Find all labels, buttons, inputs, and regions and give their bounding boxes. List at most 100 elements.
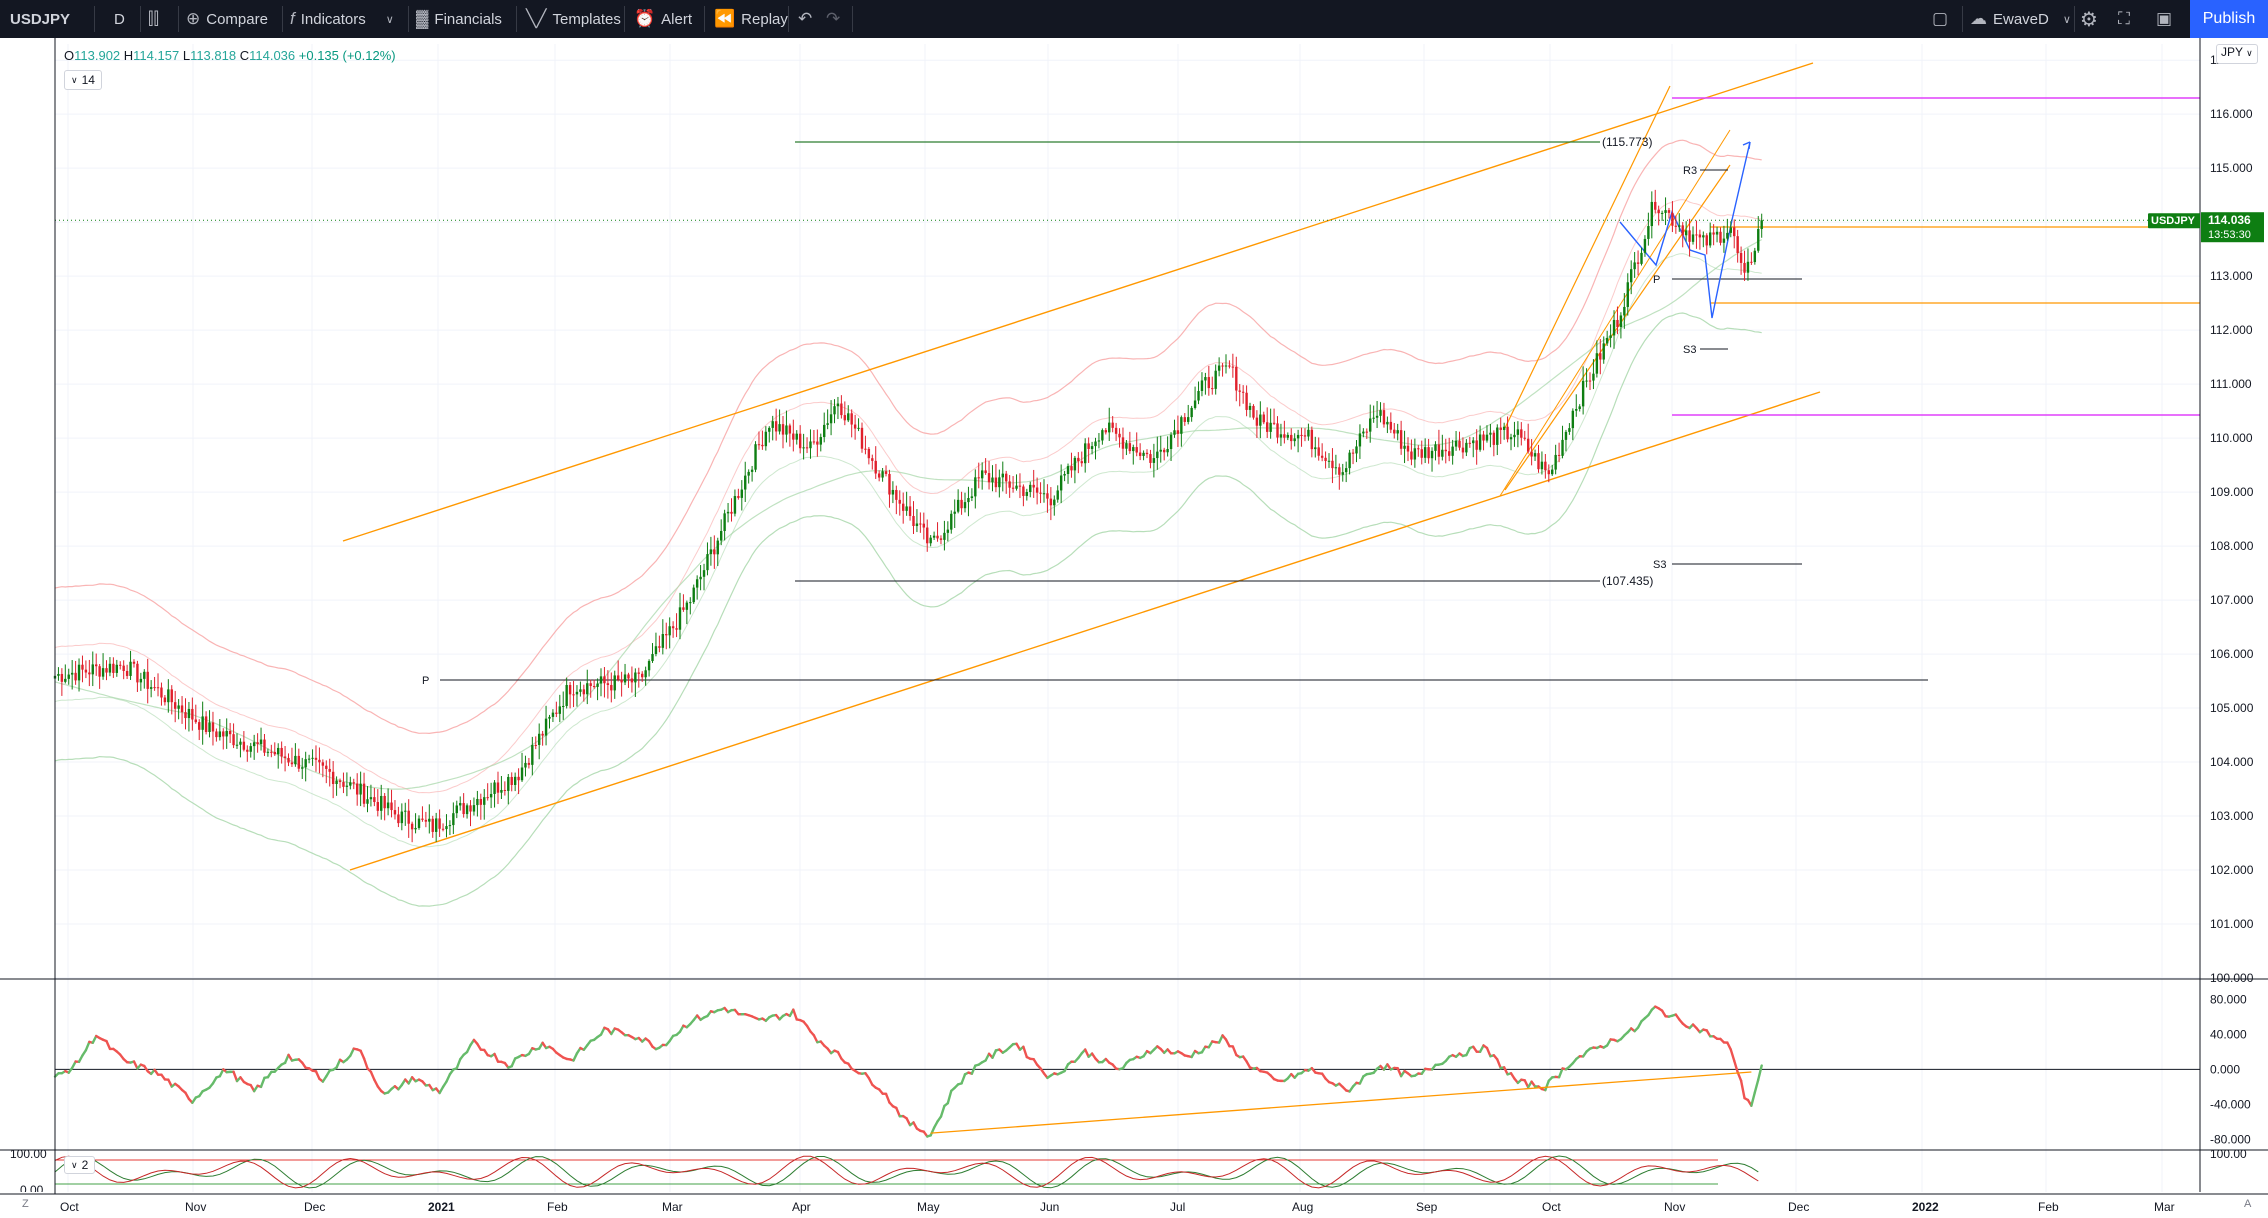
- candle-body[interactable]: [483, 797, 486, 805]
- price-axes[interactable]: 100.000 101.000 102.000 103.000 104.000 105.0…: [10, 38, 2268, 1198]
- level-high-label[interactable]: (115.773): [1602, 135, 1652, 149]
- candle-body[interactable]: [1255, 417, 1259, 426]
- candle-body[interactable]: [744, 475, 747, 490]
- candle-body[interactable]: [692, 587, 695, 603]
- candle-body[interactable]: [1605, 337, 1609, 344]
- candle-body[interactable]: [1551, 469, 1554, 475]
- candle-body[interactable]: [1248, 405, 1252, 410]
- candle-body[interactable]: [798, 433, 802, 449]
- candle-body[interactable]: [187, 708, 191, 719]
- candle-body[interactable]: [582, 689, 586, 695]
- candle-body[interactable]: [1423, 447, 1427, 458]
- price-tick-label[interactable]: 100.000: [2210, 971, 2254, 985]
- stochastic-tick-label[interactable]: 100.00: [2210, 1147, 2247, 1161]
- candle-body[interactable]: [1011, 487, 1015, 489]
- time-tick-label[interactable]: Sep: [1416, 1200, 1438, 1214]
- indicator-collapse-button-2[interactable]: ∨ 2: [64, 1156, 96, 1174]
- candle-body[interactable]: [860, 427, 864, 449]
- candle-body[interactable]: [572, 694, 575, 696]
- time-tick-label[interactable]: Mar: [662, 1200, 683, 1214]
- projection-path[interactable]: [1619, 141, 1751, 319]
- candle-body[interactable]: [101, 668, 105, 677]
- candle-body[interactable]: [733, 496, 737, 514]
- candle-body[interactable]: [826, 423, 829, 425]
- candle-body[interactable]: [70, 672, 74, 675]
- price-tick-label[interactable]: 110.000: [2210, 431, 2253, 445]
- candle-body[interactable]: [259, 739, 263, 745]
- candle-body[interactable]: [84, 669, 88, 673]
- candle-body[interactable]: [294, 755, 297, 765]
- candle-body[interactable]: [1087, 443, 1090, 449]
- candle-body[interactable]: [1561, 439, 1564, 456]
- oscillator-segment[interactable]: [946, 1089, 953, 1105]
- price-tick-label[interactable]: 107.000: [2210, 593, 2254, 607]
- candle-body[interactable]: [956, 499, 960, 512]
- candle-body[interactable]: [208, 722, 211, 733]
- candle-body[interactable]: [1372, 417, 1375, 419]
- candle-body[interactable]: [239, 741, 242, 745]
- candle-body[interactable]: [1448, 451, 1451, 456]
- candle-body[interactable]: [366, 799, 369, 804]
- candle-body[interactable]: [922, 523, 926, 528]
- candle-body[interactable]: [1609, 335, 1612, 338]
- candle-body[interactable]: [373, 797, 376, 803]
- candle-body[interactable]: [1592, 373, 1595, 381]
- candle-body[interactable]: [510, 776, 513, 785]
- candle-body[interactable]: [139, 678, 143, 683]
- price-tick-label[interactable]: 113.000: [2210, 269, 2253, 283]
- oscillator-segment[interactable]: [510, 1057, 517, 1068]
- candle-body[interactable]: [431, 818, 434, 832]
- candle-body[interactable]: [1369, 418, 1372, 432]
- candle-body[interactable]: [88, 672, 91, 675]
- candle-body[interactable]: [1753, 250, 1757, 263]
- oscillator-segment[interactable]: [1083, 1048, 1090, 1059]
- candle-body[interactable]: [1468, 442, 1472, 444]
- candle-body[interactable]: [1540, 461, 1544, 470]
- candle-body[interactable]: [280, 747, 283, 757]
- candle-body[interactable]: [434, 818, 438, 832]
- candle-body[interactable]: [912, 516, 915, 527]
- candle-body[interactable]: [1183, 417, 1186, 422]
- candle-body[interactable]: [929, 537, 932, 544]
- candle-body[interactable]: [486, 797, 489, 799]
- candle-body[interactable]: [719, 530, 723, 541]
- candle-body[interactable]: [843, 415, 847, 421]
- candle-body[interactable]: [788, 425, 792, 434]
- candle-body[interactable]: [1750, 261, 1753, 263]
- candle-body[interactable]: [936, 535, 939, 539]
- candle-body[interactable]: [380, 795, 383, 811]
- candle-body[interactable]: [829, 414, 833, 424]
- candle-body[interactable]: [1015, 485, 1018, 489]
- candle-body[interactable]: [1077, 457, 1080, 462]
- candle-body[interactable]: [1132, 447, 1135, 452]
- candle-body[interactable]: [1520, 429, 1523, 438]
- candle-body[interactable]: [1142, 452, 1145, 456]
- financials-button[interactable]: ▓ Financials: [416, 0, 502, 38]
- oscillator-segment[interactable]: [493, 1052, 500, 1063]
- oscillator-segment[interactable]: [218, 1068, 225, 1078]
- price-tick-label[interactable]: 105.000: [2210, 701, 2254, 715]
- candle-body[interactable]: [603, 676, 606, 684]
- candle-body[interactable]: [1162, 449, 1166, 453]
- candle-body[interactable]: [228, 730, 232, 735]
- candle-body[interactable]: [1358, 433, 1362, 447]
- candle-body[interactable]: [1389, 421, 1393, 430]
- candle-body[interactable]: [1499, 427, 1502, 430]
- candle-body[interactable]: [1025, 492, 1029, 496]
- candle-body[interactable]: [194, 719, 197, 723]
- time-tick-label[interactable]: Feb: [2038, 1200, 2059, 1214]
- candle-body[interactable]: [747, 471, 750, 476]
- interval-button[interactable]: D: [114, 0, 125, 38]
- candle-body[interactable]: [1090, 446, 1094, 449]
- candle-body[interactable]: [1375, 415, 1379, 418]
- candle-body[interactable]: [1094, 441, 1097, 447]
- candle-body[interactable]: [177, 705, 180, 709]
- candle-body[interactable]: [651, 654, 654, 662]
- candle-body[interactable]: [1571, 410, 1575, 429]
- candle-body[interactable]: [287, 757, 290, 763]
- candle-body[interactable]: [1595, 353, 1599, 374]
- candle-body[interactable]: [345, 785, 349, 787]
- candle-body[interactable]: [599, 676, 603, 684]
- oscillator-segment[interactable]: [1496, 1058, 1502, 1070]
- oscillator-segment[interactable]: [1739, 1079, 1746, 1100]
